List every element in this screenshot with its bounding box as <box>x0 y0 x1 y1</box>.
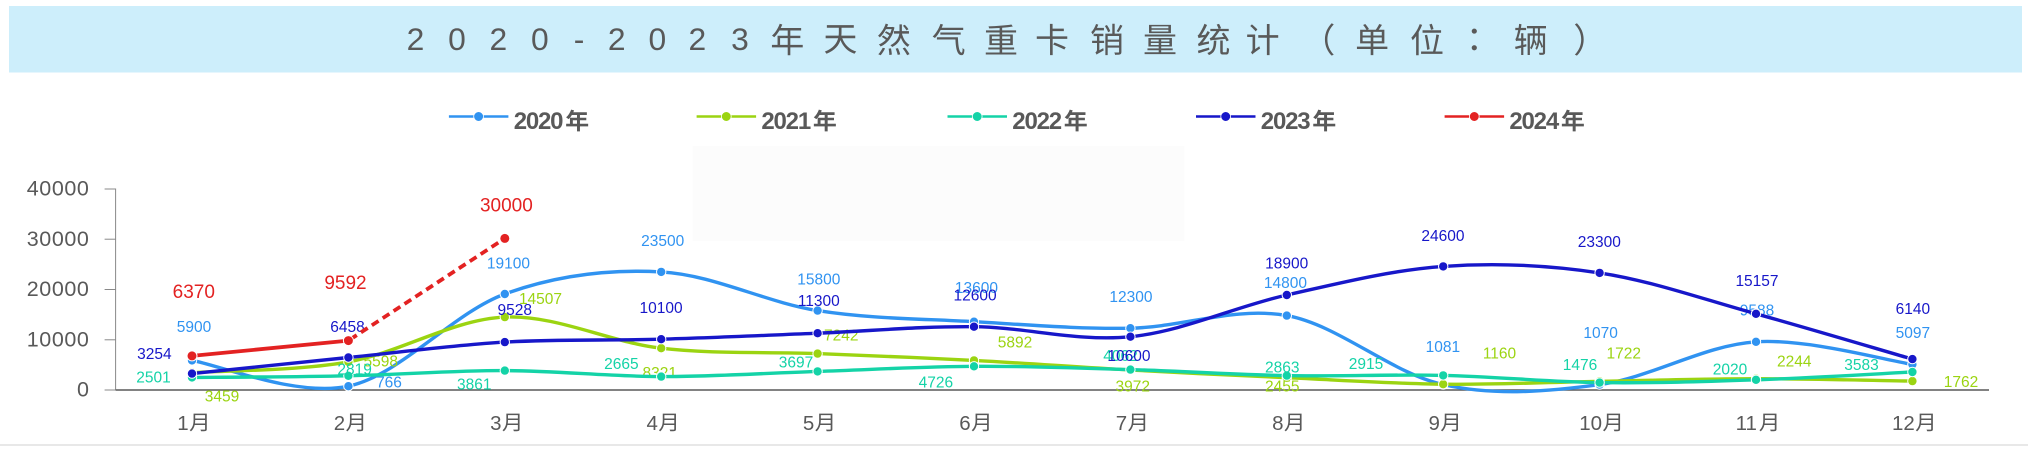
svg-text:12300: 12300 <box>1109 289 1152 306</box>
svg-text:2: 2 <box>490 21 508 57</box>
svg-text:2665: 2665 <box>604 356 638 373</box>
svg-text:2020: 2020 <box>514 108 563 135</box>
svg-text:24600: 24600 <box>1421 228 1464 245</box>
svg-text:0: 0 <box>77 378 90 402</box>
svg-text:3583: 3583 <box>1844 357 1878 374</box>
svg-text:11: 11 <box>1736 412 1757 435</box>
svg-text:15800: 15800 <box>797 272 840 289</box>
svg-text:3254: 3254 <box>137 346 172 363</box>
svg-text:2819: 2819 <box>337 362 371 379</box>
svg-text:12600: 12600 <box>954 288 997 305</box>
svg-text:2: 2 <box>688 21 706 57</box>
svg-text:3459: 3459 <box>205 389 239 406</box>
svg-text:4: 4 <box>647 412 658 435</box>
svg-text:0: 0 <box>448 21 466 57</box>
svg-text:30000: 30000 <box>27 227 90 251</box>
svg-text:2: 2 <box>334 412 345 435</box>
svg-text:23500: 23500 <box>641 233 684 250</box>
svg-text:2455: 2455 <box>1265 378 1299 395</box>
svg-text:15157: 15157 <box>1735 273 1778 290</box>
svg-text:4062: 4062 <box>1103 348 1137 365</box>
svg-text:6458: 6458 <box>330 319 364 336</box>
svg-text:23300: 23300 <box>1578 234 1621 251</box>
svg-text:5900: 5900 <box>177 319 212 336</box>
svg-text:766: 766 <box>376 375 402 392</box>
svg-text:5097: 5097 <box>1896 325 1930 342</box>
svg-text:18900: 18900 <box>1265 256 1308 273</box>
svg-text:0: 0 <box>531 21 549 57</box>
svg-text:1762: 1762 <box>1944 374 1978 391</box>
svg-text:9592: 9592 <box>324 273 366 294</box>
svg-text:2020: 2020 <box>1713 362 1748 379</box>
svg-text:2863: 2863 <box>1265 360 1299 377</box>
svg-text:6370: 6370 <box>173 282 215 303</box>
svg-text:1: 1 <box>177 412 188 435</box>
svg-text:14507: 14507 <box>519 291 562 308</box>
svg-text:9: 9 <box>1429 412 1440 435</box>
svg-text:6140: 6140 <box>1896 301 1931 318</box>
svg-text:5598: 5598 <box>364 354 398 371</box>
svg-text:3972: 3972 <box>1116 378 1150 395</box>
svg-text:14800: 14800 <box>1264 275 1307 292</box>
svg-text:2: 2 <box>407 21 425 57</box>
svg-text:10000: 10000 <box>27 327 90 351</box>
svg-text:3861: 3861 <box>457 376 491 393</box>
svg-text:4726: 4726 <box>919 375 953 392</box>
svg-text:-: - <box>574 21 585 57</box>
svg-text:40000: 40000 <box>27 177 90 201</box>
svg-text:2501: 2501 <box>136 370 170 387</box>
svg-text:3: 3 <box>490 412 501 435</box>
svg-text:2022: 2022 <box>1012 108 1061 135</box>
svg-text:13600: 13600 <box>955 280 998 297</box>
svg-text:5892: 5892 <box>998 335 1032 352</box>
svg-text:3: 3 <box>731 21 749 57</box>
svg-text:10600: 10600 <box>1107 348 1150 365</box>
svg-text:1722: 1722 <box>1606 346 1640 363</box>
svg-text:2024: 2024 <box>1509 108 1559 135</box>
svg-text:0: 0 <box>649 21 667 57</box>
svg-text:9528: 9528 <box>498 302 532 319</box>
svg-text:10100: 10100 <box>640 300 683 317</box>
svg-text:20000: 20000 <box>27 277 90 301</box>
svg-text:2021: 2021 <box>761 108 810 135</box>
svg-text:1070: 1070 <box>1583 325 1618 342</box>
svg-text:2244: 2244 <box>1777 353 1812 370</box>
svg-text:1160: 1160 <box>1483 346 1517 363</box>
svg-text:1081: 1081 <box>1426 339 1460 356</box>
svg-text:19100: 19100 <box>487 256 530 273</box>
svg-text:11300: 11300 <box>798 293 840 310</box>
svg-text:1476: 1476 <box>1563 357 1597 374</box>
svg-text:12: 12 <box>1892 412 1915 435</box>
svg-text:3697: 3697 <box>779 355 813 372</box>
svg-text:2023: 2023 <box>1261 108 1310 135</box>
svg-text:2915: 2915 <box>1349 356 1383 373</box>
svg-text:2: 2 <box>608 21 626 57</box>
svg-text:6: 6 <box>959 412 970 435</box>
svg-text:5: 5 <box>803 412 814 435</box>
svg-text:30000: 30000 <box>480 195 533 216</box>
svg-text:10: 10 <box>1579 412 1602 435</box>
svg-text:7: 7 <box>1116 412 1127 435</box>
svg-text:8: 8 <box>1272 412 1283 435</box>
